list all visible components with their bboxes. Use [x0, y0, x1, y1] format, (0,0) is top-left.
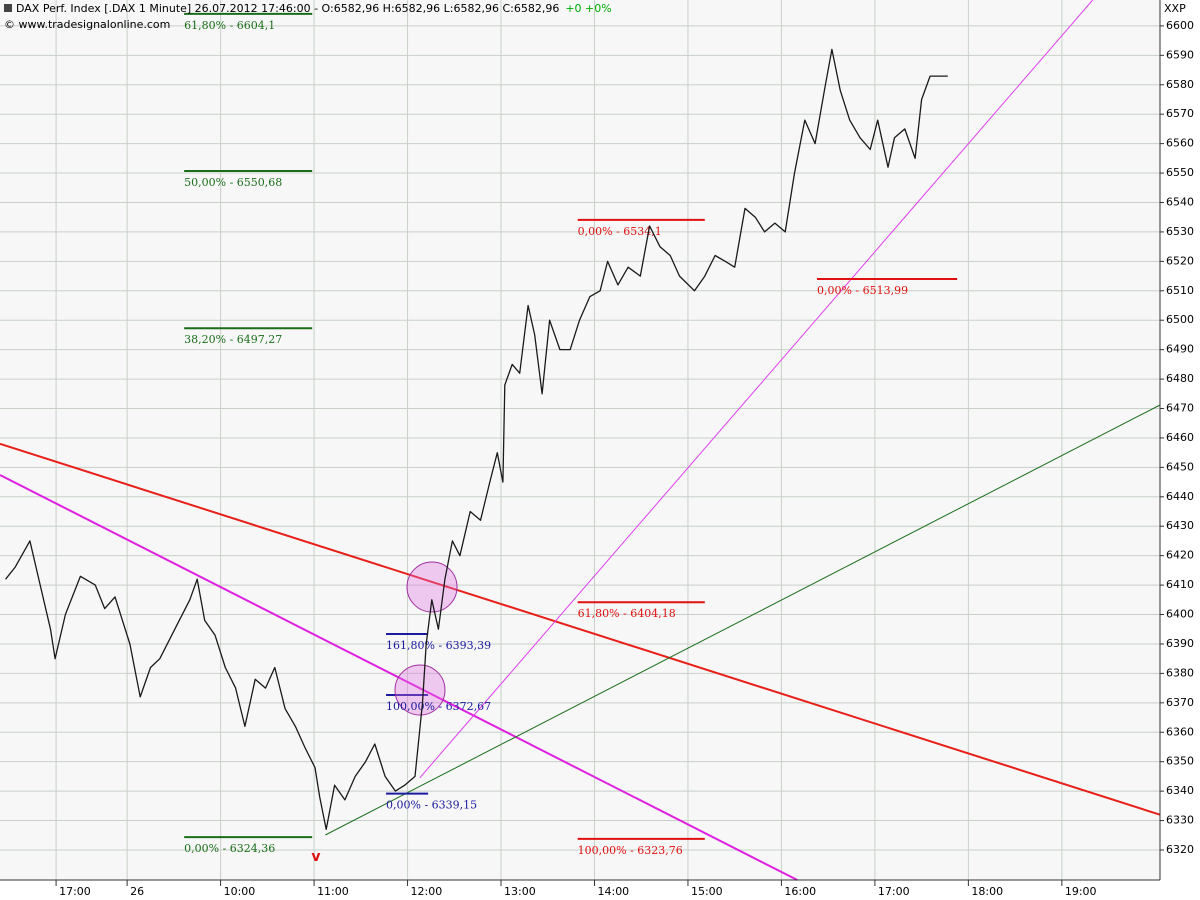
level-label: 0,00% - 6339,15 — [386, 799, 477, 812]
y-tick-label: 6530 — [1166, 225, 1194, 238]
level-label: 61,80% - 6604,1 — [184, 19, 275, 32]
y-tick-label: 6340 — [1166, 784, 1194, 797]
x-tick-label: 10:00 — [224, 885, 256, 898]
x-tick-label: 12:00 — [411, 885, 443, 898]
x-tick-label: 14:00 — [597, 885, 629, 898]
y-tick-label: 6400 — [1166, 608, 1194, 621]
y-tick-label: 6410 — [1166, 578, 1194, 591]
x-tick-label: 17:00 — [878, 885, 910, 898]
drawings — [0, 0, 1161, 881]
y-tick-label: 6330 — [1166, 814, 1194, 827]
source: © www.tradesignalonline.com — [4, 18, 170, 31]
y-tick-label: 6520 — [1166, 254, 1194, 267]
x-tick-label: 16:00 — [784, 885, 816, 898]
y-tick-label: 6440 — [1166, 490, 1194, 503]
level-label: 50,00% - 6550,68 — [184, 176, 282, 189]
level-label: 0,00% - 6513,99 — [817, 284, 908, 297]
level-label: 100,00% - 6323,76 — [578, 844, 683, 857]
y-tick-label: 6320 — [1166, 843, 1194, 856]
y-tick-label: 6450 — [1166, 460, 1194, 473]
y-tick-label: 6480 — [1166, 372, 1194, 385]
y-tick-label: 6590 — [1166, 48, 1194, 61]
y-tick-label: 6580 — [1166, 78, 1194, 91]
x-tick-label: 18:00 — [971, 885, 1003, 898]
y-tick-label: 6540 — [1166, 195, 1194, 208]
level-label: 61,80% - 6404,18 — [578, 607, 676, 620]
x-tick-label: 13:00 — [504, 885, 536, 898]
chart-title: DAX Perf. Index [.DAX 1 Minute] 26.07.20… — [16, 2, 559, 15]
y-tick-label: 6490 — [1166, 343, 1194, 356]
level-label: 0,00% - 6324,36 — [184, 842, 275, 855]
y-tick-label: 6600 — [1166, 19, 1194, 32]
grid — [0, 0, 1160, 880]
y-tick-label: 6460 — [1166, 431, 1194, 444]
y-tick-label: 6560 — [1166, 137, 1194, 150]
plot-area — [0, 0, 1160, 880]
y-tick-label: 6550 — [1166, 166, 1194, 179]
level-label: 38,20% - 6497,27 — [184, 333, 282, 346]
highlight-circle — [406, 561, 458, 613]
x-tick-label: 15:00 — [691, 885, 723, 898]
y-tick-label: 6510 — [1166, 284, 1194, 297]
trend-line — [325, 404, 1161, 836]
y-tick-label: 6390 — [1166, 637, 1194, 650]
level-label: 0,00% - 6534,1 — [578, 225, 662, 238]
y-tick-label: 6350 — [1166, 755, 1194, 768]
symbol-icon — [4, 4, 12, 12]
x-tick-label: 26 — [130, 885, 144, 898]
y-tick-label: 6370 — [1166, 696, 1194, 709]
trend-line — [419, 0, 1094, 779]
y-tick-label: 6360 — [1166, 725, 1194, 738]
price-line — [5, 48, 948, 831]
change-label: +0 +0% — [565, 2, 611, 15]
axis-label: XXP — [1164, 2, 1186, 15]
y-tick-label: 6380 — [1166, 666, 1194, 679]
x-tick-label: 11:00 — [317, 885, 349, 898]
y-tick-label: 6500 — [1166, 313, 1194, 326]
trend-line — [0, 442, 1161, 816]
x-tick-label: 19:00 — [1065, 885, 1097, 898]
x-tick-label: 17:00 — [59, 885, 91, 898]
level-label: 161,80% - 6393,39 — [386, 639, 491, 652]
low-marker: v — [311, 849, 320, 865]
highlight-circle — [394, 664, 446, 716]
level-label: 100,00% - 6372,67 — [386, 700, 491, 713]
y-tick-label: 6430 — [1166, 519, 1194, 532]
overlay: 61,80% - 6604,1 50,00% - 6550,68 38,20% - … — [5, 19, 948, 857]
y-tick-label: 6420 — [1166, 549, 1194, 562]
y-tick-label: 6470 — [1166, 402, 1194, 415]
y-tick-label: 6570 — [1166, 107, 1194, 120]
